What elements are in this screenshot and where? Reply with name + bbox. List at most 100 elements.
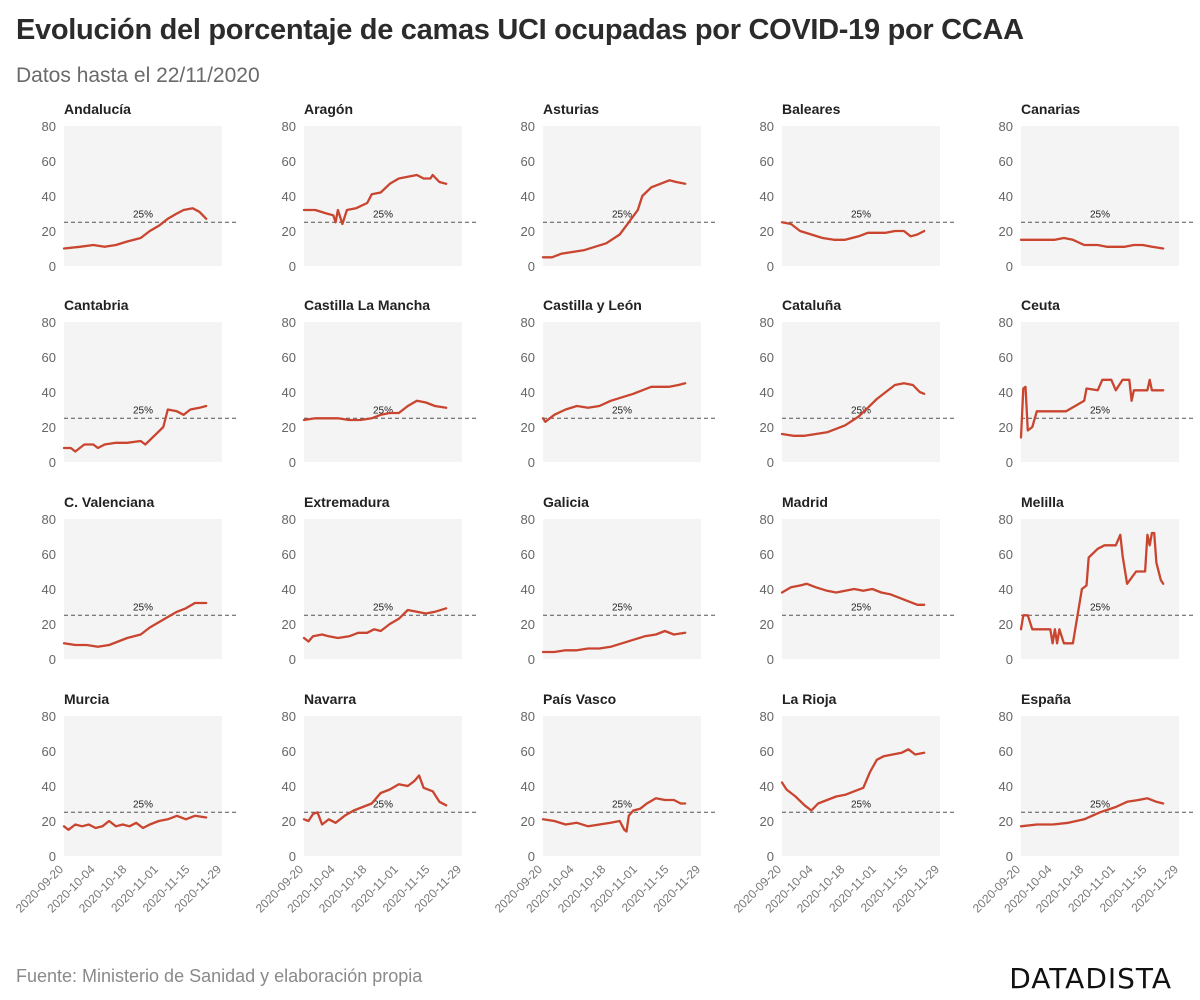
reference-label: 25% [851,405,871,416]
y-tick-label: 80 [282,709,296,724]
y-tick-label: 20 [999,814,1013,829]
y-tick-label: 80 [282,119,296,134]
panel-background [64,519,222,659]
y-tick-label: 0 [528,259,535,274]
series-line-cantabria [62,404,208,453]
reference-label: 25% [373,209,393,220]
y-tick-label: 40 [521,779,535,794]
y-tick-label: 60 [42,154,56,169]
y-tick-label: 20 [521,420,535,435]
y-tick-label: 80 [999,315,1013,330]
y-tick-label: 0 [49,652,56,667]
series-line-la-rioja [780,748,926,812]
y-tick-label: 60 [999,350,1013,365]
y-tick-label: 0 [289,849,296,864]
y-tick-label: 40 [999,779,1013,794]
y-tick-label: 0 [528,849,535,864]
panel-title: Cataluña [782,297,841,313]
panel-background [64,716,222,856]
y-tick-label: 60 [282,547,296,562]
y-tick-label: 20 [760,814,774,829]
y-tick-label: 0 [289,259,296,274]
panel-title: Castilla y León [543,297,642,313]
y-tick-label: 0 [1006,652,1013,667]
panel-background [304,716,462,856]
y-tick-label: 20 [521,814,535,829]
panel-title: Melilla [1021,494,1064,510]
reference-label: 25% [373,405,393,416]
reference-label: 25% [1090,602,1110,613]
y-tick-label: 40 [760,582,774,597]
y-tick-label: 40 [999,582,1013,597]
y-tick-label: 80 [42,709,56,724]
y-tick-label: 60 [282,154,296,169]
y-tick-label: 80 [42,315,56,330]
panel-background [543,126,701,266]
panel-background [304,322,462,462]
y-tick-label: 0 [49,455,56,470]
reference-label: 25% [612,405,632,416]
y-tick-label: 80 [760,119,774,134]
y-tick-label: 60 [521,547,535,562]
reference-label: 25% [851,602,871,613]
y-tick-label: 80 [521,119,535,134]
y-tick-label: 0 [767,849,774,864]
y-tick-label: 80 [760,512,774,527]
y-tick-label: 80 [282,315,296,330]
y-tick-label: 60 [521,744,535,759]
y-tick-label: 80 [999,709,1013,724]
y-tick-label: 40 [521,385,535,400]
reference-label: 25% [133,405,153,416]
y-tick-label: 80 [999,512,1013,527]
panel-background [1021,716,1179,856]
y-tick-label: 20 [42,224,56,239]
y-tick-label: 40 [760,779,774,794]
chart-subtitle: Datos hasta el 22/11/2020 [16,64,260,87]
y-tick-label: 60 [760,350,774,365]
y-tick-label: 20 [282,224,296,239]
series-line-baleares [780,221,926,241]
panel-title: Murcia [64,691,109,707]
y-tick-label: 0 [528,652,535,667]
y-tick-label: 80 [521,512,535,527]
reference-label: 25% [612,209,632,220]
y-tick-label: 60 [760,744,774,759]
y-tick-label: 0 [1006,849,1013,864]
reference-label: 25% [1090,799,1110,810]
series-line-c-valenciana [62,601,208,648]
series-line-castilla-la-mancha [302,399,448,422]
y-tick-label: 0 [49,849,56,864]
y-tick-label: 0 [289,455,296,470]
panel-background [1021,322,1179,462]
panel-title: C. Valenciana [64,494,154,510]
reference-label: 25% [1090,209,1110,220]
y-tick-label: 40 [760,385,774,400]
y-tick-label: 60 [42,350,56,365]
y-tick-label: 20 [999,224,1013,239]
series-line-murcia [62,814,208,831]
panel-title: Baleares [782,101,841,117]
series-line-madrid [780,582,926,606]
reference-label: 25% [133,602,153,613]
panel-background [64,126,222,266]
panel-background [1021,519,1179,659]
chart-title: Evolución del porcentaje de camas UCI oc… [16,14,1024,46]
reference-label: 25% [612,602,632,613]
y-tick-label: 40 [282,582,296,597]
y-tick-label: 80 [999,119,1013,134]
y-tick-label: 80 [760,315,774,330]
series-line-ceuta [1019,378,1165,439]
panel-title: País Vasco [543,691,616,707]
panel-title: España [1021,691,1071,707]
y-tick-label: 80 [42,512,56,527]
y-tick-label: 60 [999,744,1013,759]
panel-title: Extremadura [304,494,390,510]
y-tick-label: 20 [760,224,774,239]
panel-background [543,716,701,856]
y-tick-label: 20 [282,420,296,435]
y-tick-label: 40 [521,582,535,597]
panel-background [782,126,940,266]
y-tick-label: 0 [767,455,774,470]
panel-title: Madrid [782,494,828,510]
